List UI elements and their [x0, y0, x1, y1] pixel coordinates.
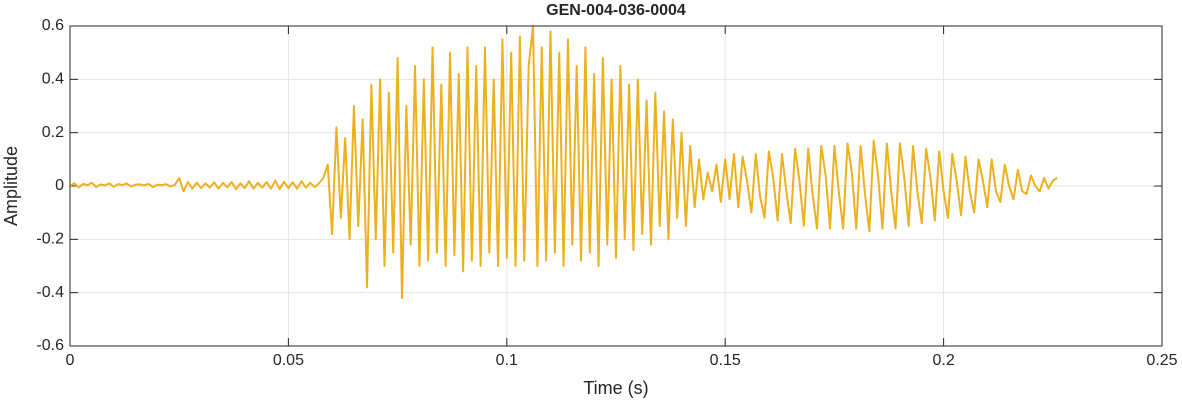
y-tick-label: 0.2: [42, 124, 64, 141]
x-tick-label: 0.15: [710, 352, 741, 369]
y-tick-label: 0.6: [42, 17, 64, 34]
x-tick-label: 0: [66, 352, 75, 369]
y-tick-label: -0.4: [36, 284, 64, 301]
y-tick-label: 0.4: [42, 71, 64, 88]
x-tick-label: 0.25: [1146, 352, 1177, 369]
y-tick-label: 0: [55, 177, 64, 194]
y-axis-label: Amplitude: [1, 146, 21, 226]
x-tick-label: 0.05: [273, 352, 304, 369]
y-tick-label: -0.2: [36, 231, 64, 248]
x-tick-label: 0.1: [496, 352, 518, 369]
x-tick-label: 0.2: [932, 352, 954, 369]
y-tick-label: -0.6: [36, 337, 64, 354]
plot-frame: [69, 25, 1163, 347]
waveform-line: [69, 25, 1058, 299]
x-axis-label: Time (s): [583, 378, 648, 398]
chart-title: GEN-004-036-0004: [546, 2, 686, 19]
